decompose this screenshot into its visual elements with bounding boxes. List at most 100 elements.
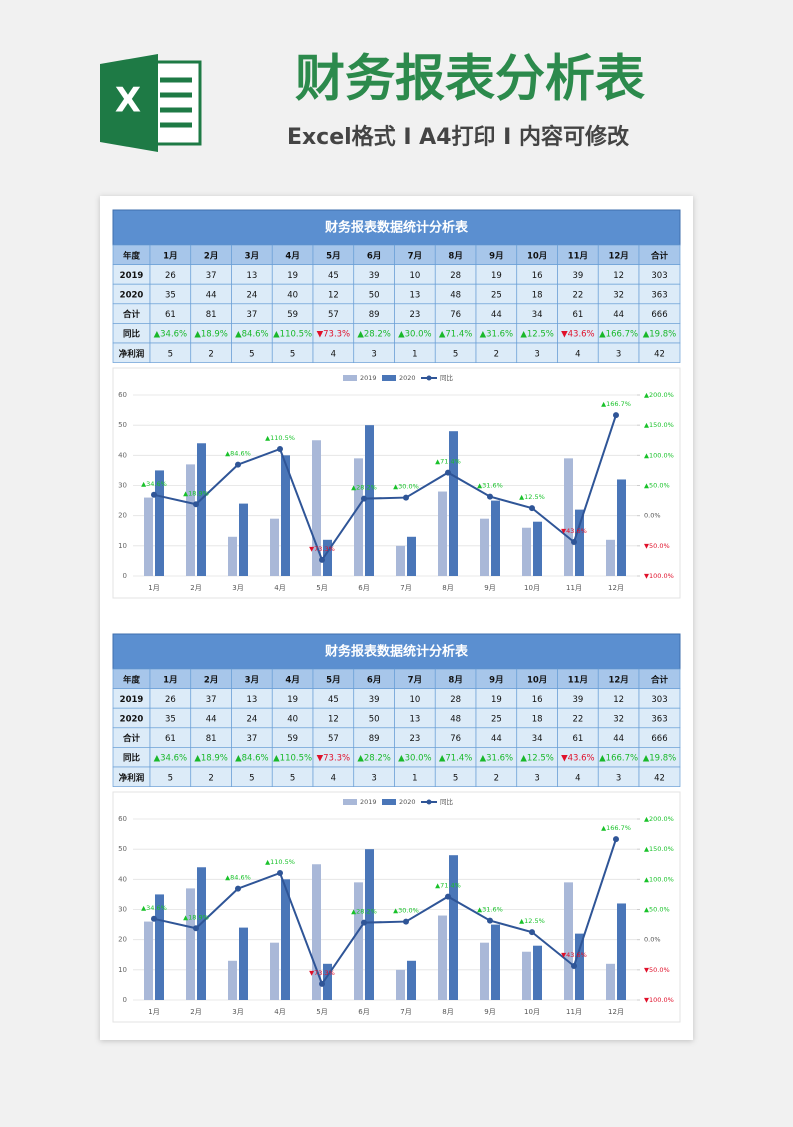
table-cell-text: 42 <box>654 773 665 783</box>
bar <box>323 539 332 576</box>
bar <box>312 440 321 576</box>
table-cell-text: 363 <box>651 291 667 301</box>
table-cell-text: 5月 <box>326 251 340 261</box>
line-point <box>193 925 199 932</box>
table-cell-text: 44 <box>613 734 624 744</box>
x-tick-label: 8月 <box>442 1008 453 1016</box>
table-cell-text: 44 <box>613 310 624 320</box>
bar <box>281 879 290 1000</box>
x-tick-label: 10月 <box>524 1008 540 1016</box>
table-cell-text: ▲18.9% <box>194 330 228 340</box>
table-cell-text: ▲34.6% <box>154 754 188 764</box>
table-cell-text: 61 <box>165 310 176 320</box>
line-point <box>529 505 535 512</box>
page-subtitle: Excel格式 I A4打印 I 内容可修改 <box>287 124 630 150</box>
bar <box>396 545 405 576</box>
x-tick-label: 2月 <box>190 584 201 592</box>
table-cell <box>638 342 681 363</box>
table-cell-text: ▲34.6% <box>154 330 188 340</box>
x-tick-label: 3月 <box>232 1008 243 1016</box>
bar <box>438 491 447 576</box>
value-label: ▲12.5% <box>519 917 545 925</box>
bar <box>480 942 489 1000</box>
x-tick-label: 1月 <box>148 584 159 592</box>
table-cell-text: 76 <box>450 734 461 744</box>
table-cell-text: 50 <box>369 715 380 725</box>
table-cell-text: 34 <box>532 310 543 320</box>
value-label: ▲18.9% <box>183 913 209 921</box>
bar <box>281 455 290 576</box>
line-point <box>235 461 241 468</box>
bar <box>522 951 531 1000</box>
table-cell-text: 11月 <box>568 251 588 261</box>
table-cell-text: 4 <box>331 773 336 783</box>
bar <box>354 458 363 576</box>
table-cell-text: 4月 <box>285 251 299 261</box>
table-cell-text: 3 <box>371 773 376 783</box>
table-cell-text: 2 <box>208 349 213 359</box>
bar <box>144 921 153 1000</box>
bar <box>197 443 206 576</box>
y-tick-label: 60 <box>118 815 127 823</box>
y2-tick-label: ▼50.0% <box>644 542 670 550</box>
table-cell-text: 10 <box>409 695 420 705</box>
table-cell-text: 39 <box>369 271 380 281</box>
table-cell-text: ▲110.5% <box>273 754 312 764</box>
table-cell-text: ▲110.5% <box>273 330 312 340</box>
table-cell-text: 7月 <box>408 251 422 261</box>
x-tick-label: 7月 <box>400 584 411 592</box>
table-cell-text: ▼43.6% <box>561 330 595 340</box>
table-title: 财务报表数据统计分析表 <box>325 220 469 236</box>
value-label: ▲34.6% <box>141 480 167 488</box>
bar <box>239 503 248 576</box>
table-cell-text: 13 <box>246 271 257 281</box>
table-cell-text: 44 <box>206 715 217 725</box>
table-cell-text: 81 <box>206 734 217 744</box>
bar <box>354 882 363 1000</box>
table-cell-text: 5 <box>249 773 254 783</box>
line-point <box>613 836 619 843</box>
table-cell-text: 42 <box>654 349 665 359</box>
bar <box>575 509 584 576</box>
bar <box>407 960 416 1000</box>
table-cell-text: 37 <box>206 695 217 705</box>
table-cell-text: ▲84.6% <box>235 330 269 340</box>
bar <box>365 849 374 1000</box>
table-cell-text: 4 <box>575 773 580 783</box>
table-cell-text: 2020 <box>120 291 144 301</box>
y-tick-label: 20 <box>118 512 127 520</box>
table-cell-text: 2 <box>208 773 213 783</box>
table-cell-text: 6月 <box>367 675 381 685</box>
table-cell-text: 28 <box>450 271 461 281</box>
y2-tick-label: ▼100.0% <box>644 996 674 1004</box>
table-cell-text: 9月 <box>489 251 503 261</box>
x-tick-label: 2月 <box>190 1008 201 1016</box>
bar <box>564 882 573 1000</box>
table-cell-text: 2020 <box>120 715 144 725</box>
x-tick-label: 9月 <box>484 584 495 592</box>
legend-label: 2019 <box>360 374 377 382</box>
table-cell-text: ▼73.3% <box>317 754 351 764</box>
table-cell-text: 5月 <box>326 675 340 685</box>
table-cell-text: 22 <box>572 715 583 725</box>
table-cell-text: ▲28.2% <box>357 754 391 764</box>
svg-text:X: X <box>115 81 141 121</box>
excel-logo: X <box>100 54 202 152</box>
table-cell-text: 45 <box>328 271 339 281</box>
table-cell-text: 37 <box>246 734 257 744</box>
table-cell-text: 39 <box>369 695 380 705</box>
table-cell-text: ▼73.3% <box>317 330 351 340</box>
table-cell-text: 12月 <box>608 675 628 685</box>
table-cell-text: 5 <box>168 773 173 783</box>
table-cell-text: 10月 <box>527 251 547 261</box>
table-cell-text: 3月 <box>245 251 259 261</box>
table-cell-text: 666 <box>651 734 667 744</box>
y-tick-label: 50 <box>118 845 127 853</box>
value-label: ▲166.7% <box>601 400 631 408</box>
value-label: ▲18.9% <box>183 489 209 497</box>
table-cell-text: 18 <box>532 291 543 301</box>
table-cell-text: 50 <box>369 291 380 301</box>
y-tick-label: 50 <box>118 421 127 429</box>
table-cell-text: 5 <box>249 349 254 359</box>
